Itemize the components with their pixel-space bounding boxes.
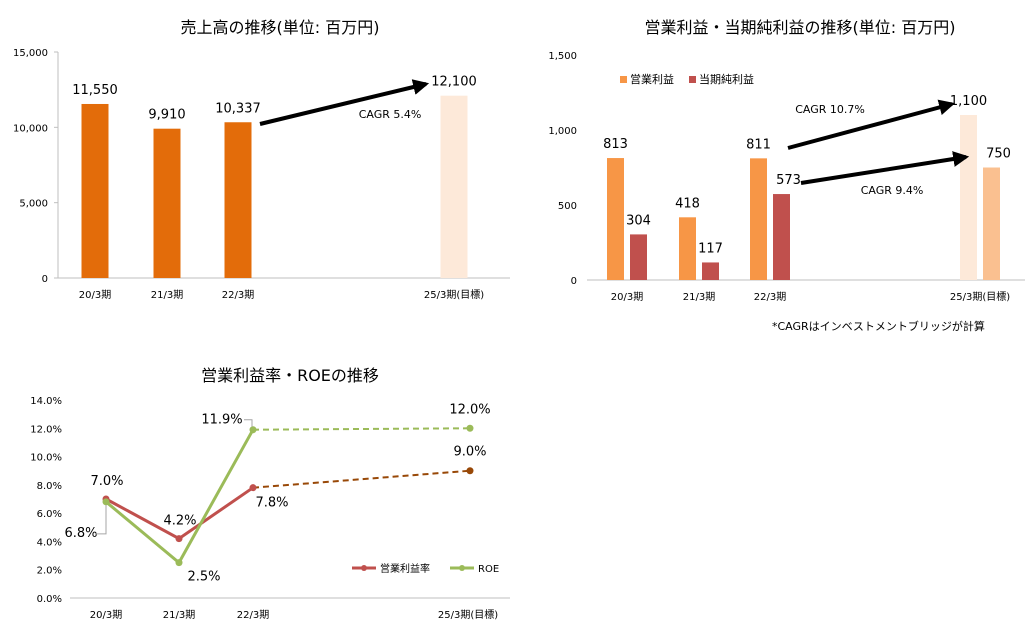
cagr-footnote: *CAGRはインベストメントブリッジが計算 — [772, 320, 985, 333]
sales-bar — [153, 128, 181, 278]
y-tick-label: 10.0% — [30, 453, 62, 464]
y-tick-label: 6.0% — [37, 509, 62, 520]
roe-leader-line — [96, 504, 107, 535]
y-tick-label: 15,000 — [13, 48, 48, 59]
operating-profit-label: 418 — [675, 196, 700, 211]
margin-roe-chart-panel: 営業利益率・ROEの推移 0.0% 2.0% 4.0% 6.0% 8.0% 10.0% 12.… — [0, 355, 520, 631]
legend-swatch — [620, 76, 627, 83]
roe-point — [466, 424, 474, 432]
roe-target-line — [252, 427, 471, 431]
x-tick-label: 20/3期 — [611, 291, 643, 303]
legend-marker — [361, 565, 367, 571]
cagr-label-net: CAGR 9.4% — [861, 184, 924, 197]
operating-profit-label: 811 — [746, 137, 771, 152]
y-tick-label: 4.0% — [37, 537, 62, 548]
operating-margin-label: 9.0% — [453, 445, 486, 460]
y-tick-label: 5,000 — [19, 199, 48, 210]
x-tick-label: 22/3期 — [754, 291, 786, 303]
cagr-arrow — [259, 79, 430, 126]
y-tick-label: 0 — [571, 276, 577, 287]
roe-line — [105, 428, 255, 565]
net-profit-label: 573 — [776, 173, 801, 188]
operating-margin-label: 7.0% — [90, 474, 123, 489]
operating-margin-label: 4.2% — [163, 514, 196, 529]
operating-profit-bar — [607, 158, 624, 280]
sales-data-label: 12,100 — [431, 75, 477, 90]
net-profit-bar — [773, 194, 790, 280]
roe-point — [175, 559, 183, 567]
roe-leader-line — [244, 419, 253, 427]
y-tick-label: 0.0% — [37, 594, 62, 605]
operating-margin-point — [249, 484, 257, 492]
y-tick-label: 0 — [42, 274, 48, 285]
cagr-label-operating: CAGR 10.7% — [795, 103, 865, 116]
net-profit-label: 750 — [986, 147, 1011, 162]
x-tick-label: 25/3期(目標) — [424, 288, 484, 301]
legend-label: ROE — [478, 564, 499, 575]
x-tick-label: 25/3期(目標) — [950, 290, 1010, 303]
x-tick-label: 21/3期 — [151, 289, 183, 301]
cagr-label: CAGR 5.4% — [359, 108, 422, 121]
margin-roe-chart: 営業利益率・ROEの推移 0.0% 2.0% 4.0% 6.0% 8.0% 10.0% 12.… — [30, 366, 510, 621]
legend-marker — [459, 565, 465, 571]
sales-bar — [81, 103, 109, 278]
profit-chart-panel: 営業利益・当期純利益の推移(単位: 百万円) 0 500 1,000 1,500 813 4… — [520, 0, 1033, 310]
roe-point — [249, 426, 257, 434]
legend-label: 営業利益 — [630, 72, 674, 86]
x-tick-label: 21/3期 — [163, 609, 195, 621]
net-profit-label: 117 — [698, 241, 723, 256]
operating-profit-bar — [750, 158, 767, 280]
legend-label: 当期純利益 — [699, 72, 754, 86]
y-tick-label: 14.0% — [30, 396, 62, 407]
operating-profit-bar — [960, 115, 977, 280]
x-tick-label: 20/3期 — [90, 609, 122, 621]
roe-point — [102, 498, 110, 506]
y-tick-label: 1,000 — [548, 126, 577, 137]
roe-label: 2.5% — [187, 570, 220, 585]
y-tick-label: 2.0% — [37, 566, 62, 577]
roe-label: 11.9% — [201, 413, 242, 428]
operating-margin-point — [175, 535, 183, 543]
legend-label: 営業利益率 — [380, 562, 430, 575]
operating-profit-label: 1,100 — [950, 94, 987, 109]
y-tick-label: 8.0% — [37, 481, 62, 492]
chart-title: 営業利益・当期純利益の推移(単位: 百万円) — [645, 18, 956, 37]
cagr-arrow-operating — [787, 99, 956, 150]
y-tick-label: 500 — [558, 201, 577, 212]
net-profit-label: 304 — [626, 213, 651, 228]
sales-bar — [440, 95, 468, 279]
x-tick-label: 21/3期 — [683, 291, 715, 303]
x-tick-label: 25/3期(目標) — [438, 608, 498, 621]
roe-label: 6.8% — [64, 526, 97, 541]
cagr-arrow-net — [800, 151, 970, 185]
y-tick-label: 12.0% — [30, 424, 62, 435]
sales-bar — [224, 122, 252, 279]
net-profit-bar — [983, 167, 1000, 280]
operating-margin-point — [466, 467, 474, 475]
roe-label: 12.0% — [449, 402, 490, 417]
y-tick-label: 10,000 — [13, 123, 48, 134]
operating-profit-bar — [679, 217, 696, 280]
operating-margin-target-line — [252, 469, 471, 489]
x-tick-label: 22/3期 — [237, 609, 269, 621]
sales-chart-panel: 売上高の推移(単位: 百万円) 0 5,000 10,000 15,000 11,550 2… — [0, 0, 520, 310]
operating-margin-label: 7.8% — [255, 496, 288, 511]
sales-chart: 売上高の推移(単位: 百万円) 0 5,000 10,000 15,000 11,550 2… — [13, 18, 510, 301]
x-tick-label: 20/3期 — [79, 289, 111, 301]
chart-title: 売上高の推移(単位: 百万円) — [181, 18, 380, 37]
sales-data-label: 11,550 — [72, 83, 118, 98]
net-profit-bar — [702, 262, 719, 280]
legend-swatch — [689, 76, 696, 83]
profit-chart: 営業利益・当期純利益の推移(単位: 百万円) 0 500 1,000 1,500 813 4… — [548, 18, 1025, 303]
operating-profit-label: 813 — [603, 137, 628, 152]
y-tick-label: 1,500 — [548, 51, 577, 62]
net-profit-bar — [630, 234, 647, 280]
sales-data-label: 9,910 — [148, 108, 185, 123]
sales-data-label: 10,337 — [215, 101, 261, 116]
x-tick-label: 22/3期 — [222, 289, 254, 301]
chart-title: 営業利益率・ROEの推移 — [201, 366, 379, 385]
